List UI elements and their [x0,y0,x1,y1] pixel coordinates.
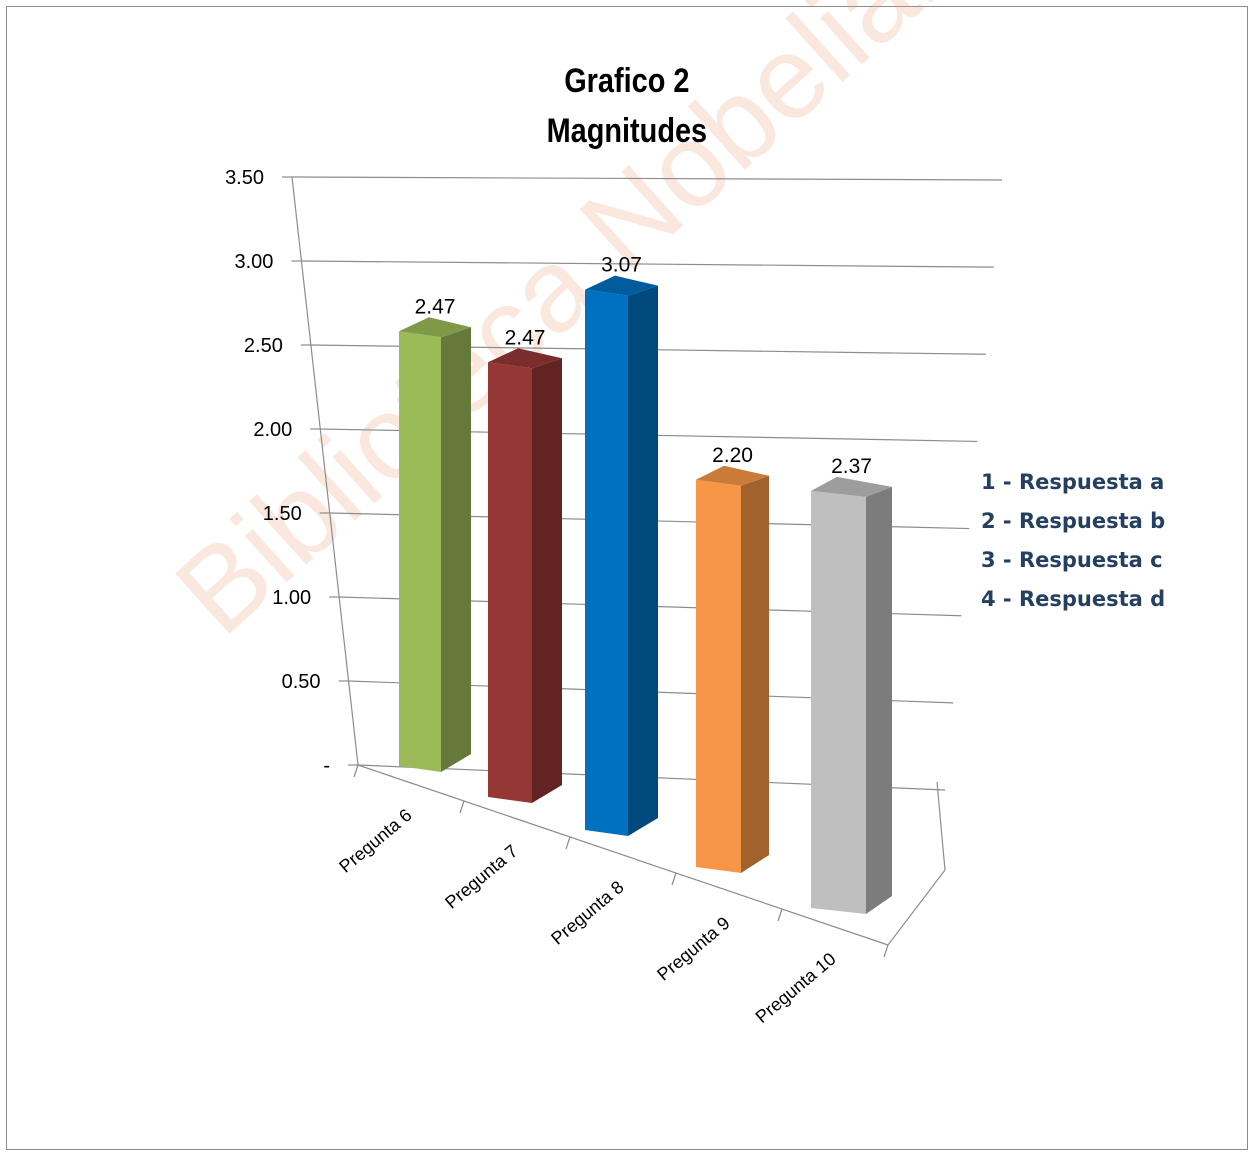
x-tick-mark [777,908,783,922]
gridline [291,176,1003,181]
bar-front-1 [399,331,441,772]
legend-entry-2: 2 - Respuesta b [981,509,1166,533]
chart-subtitle: Magnitudes [546,112,708,150]
y-tick-label: 3.50 [225,167,264,189]
bar-side-2 [532,358,562,803]
bar-front-4 [696,479,741,873]
x-tick-label: Pregunta 10 [752,949,840,1027]
x-tick-label: Pregunta 9 [653,913,733,985]
x-tick-label: Pregunta 8 [547,877,627,949]
bar-front-2 [488,362,532,803]
floor-right-edge [887,869,946,946]
bar-top-5 [811,476,892,497]
y-tick-label: 1.50 [263,503,302,525]
y-tick-label: 2.50 [244,335,283,357]
y-tick-label: 0.50 [282,671,321,693]
bar-top-4 [696,465,769,486]
bar-top-2 [488,348,562,369]
y-tick-label: 2.00 [253,419,292,441]
x-tick-mark [883,944,889,958]
x-tick-label: Pregunta 6 [335,805,415,877]
bar-top-3 [585,275,658,296]
legend-entry-1: 1 - Respuesta a [981,470,1165,494]
y-tick-label: 3.00 [234,251,273,273]
gridline [301,260,994,268]
bar-front-3 [585,289,628,836]
floor-back-edge [936,781,946,871]
y-tick-label: 1.00 [272,587,311,609]
bar-side-1 [441,327,471,772]
chart-title: Grafico 2 [564,62,690,100]
bar-top-1 [399,317,471,338]
data-label: 2.47 [415,295,456,318]
bar-side-5 [866,486,892,914]
data-label: 2.37 [831,455,872,478]
x-tick-mark [353,764,359,778]
legend-entry-3: 3 - Respuesta c [981,548,1163,572]
x-tick-mark [671,872,677,886]
bar-front-5 [811,490,866,914]
bar-side-4 [741,475,769,873]
legend-entry-4: 4 - Respuesta d [981,587,1166,611]
x-tick-label: Pregunta 7 [441,841,521,913]
y-axis-wall-edge [291,176,359,766]
data-label: 2.47 [505,326,546,349]
x-tick-mark [459,800,465,814]
y-tick-label: - [323,755,330,777]
data-label: 3.07 [601,254,642,277]
data-label: 2.20 [712,444,753,467]
x-axis-floor-edge [357,764,889,946]
x-tick-mark [565,836,571,850]
bar-side-3 [628,285,658,836]
